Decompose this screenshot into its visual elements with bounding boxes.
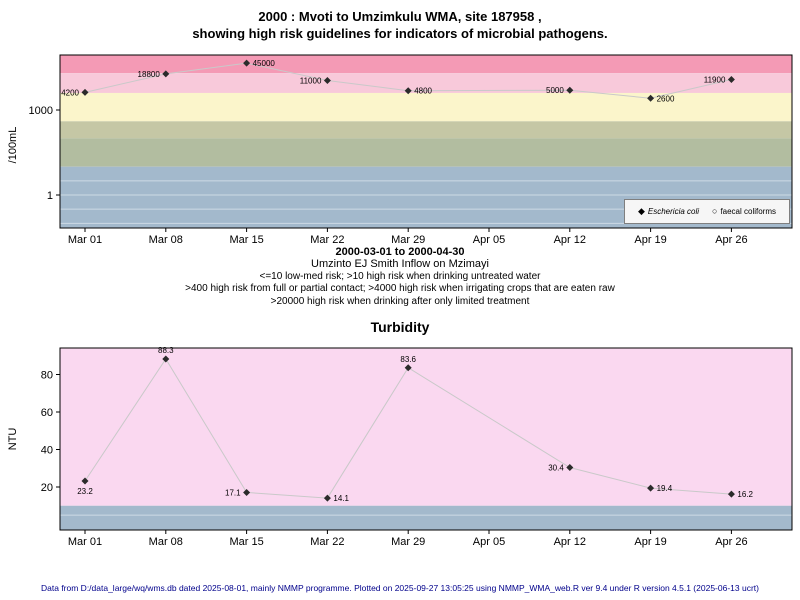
microbial-y-axis-label: /100mL xyxy=(7,126,19,164)
data-point-marker xyxy=(647,484,655,492)
footer-provenance-text: Data from D:/data_large/wq/wms.db dated … xyxy=(41,583,759,593)
svg-text:Mar 29: Mar 29 xyxy=(391,234,425,246)
data-point-marker xyxy=(243,59,251,67)
data-point-marker xyxy=(323,77,331,85)
data-point-label: 88.3 xyxy=(158,346,174,355)
svg-text:Mar 15: Mar 15 xyxy=(229,234,263,246)
caption-date-range: 2000-03-01 to 2000-04-30 xyxy=(335,246,465,258)
svg-text:Apr 05: Apr 05 xyxy=(473,234,505,246)
data-point-label: 4200 xyxy=(61,88,79,97)
data-point-marker xyxy=(323,494,331,502)
filled-diamond-icon: ◆ xyxy=(637,206,645,216)
svg-text:Apr 19: Apr 19 xyxy=(634,234,666,246)
data-point-label: 23.2 xyxy=(77,487,93,496)
microbial-title-line1: 2000 : Mvoti to Umzimkulu WMA, site 1879… xyxy=(258,9,542,24)
series-line xyxy=(84,62,732,99)
data-point-label: 16.2 xyxy=(737,490,753,499)
data-point-label: 11900 xyxy=(704,76,726,85)
data-point-marker xyxy=(81,477,89,485)
svg-text:Mar 22: Mar 22 xyxy=(310,234,344,246)
turbidity-plot-border xyxy=(59,347,793,531)
caption-guideline-2: >400 high risk from full or partial cont… xyxy=(185,283,615,295)
turbidity-series: 23.2 88.3 17.1 14.1 83.6 30.4 19.4 16.2 xyxy=(77,346,753,503)
svg-text:Apr 12: Apr 12 xyxy=(554,234,586,246)
svg-text:Mar 08: Mar 08 xyxy=(149,234,183,246)
data-point-label: 45000 xyxy=(253,59,276,68)
data-point-label: 2600 xyxy=(657,94,675,103)
data-point-label: 5000 xyxy=(546,86,564,95)
legend-item-ecoli: ◆ Eschericia coli xyxy=(637,206,700,217)
data-point-label: 19.4 xyxy=(657,484,673,493)
data-point-marker xyxy=(566,464,574,471)
turbidity-y-axis: 20 40 60 80 xyxy=(41,370,60,494)
data-point-marker xyxy=(404,87,412,95)
svg-text:Mar 08: Mar 08 xyxy=(149,536,183,548)
series-line xyxy=(84,358,732,499)
open-circle-icon: ○ xyxy=(712,206,718,216)
svg-text:Mar 22: Mar 22 xyxy=(310,536,344,548)
svg-text:Apr 19: Apr 19 xyxy=(634,536,666,548)
caption-guideline-1: <=10 low-med risk; >10 high risk when dr… xyxy=(259,270,541,282)
svg-text:Apr 05: Apr 05 xyxy=(473,536,505,548)
legend-label-faecal-coliforms: faecal coliforms xyxy=(720,207,777,216)
data-point-marker xyxy=(162,70,170,78)
microbial-series: 4200 18800 45000 11000 4800 5000 2600 11900 xyxy=(61,59,735,103)
svg-text:Apr 12: Apr 12 xyxy=(554,536,586,548)
svg-text:80: 80 xyxy=(41,370,53,382)
data-point-marker xyxy=(162,355,170,363)
caption-guideline-3: >20000 high risk when drinking after onl… xyxy=(270,295,530,307)
legend-box: ◆ Eschericia coli ○ faecal coliforms xyxy=(624,199,790,224)
turbidity-plot: Mar 01 Mar 08 Mar 15 Mar 22 Mar 29 Apr 05 Apr … xyxy=(41,346,793,548)
microbial-y-axis: 1000 1 xyxy=(29,105,60,202)
data-point-marker xyxy=(566,86,574,94)
data-point-marker xyxy=(727,490,735,498)
data-point-marker xyxy=(647,94,655,102)
turbidity-title: Turbidity xyxy=(370,319,430,335)
svg-text:Mar 01: Mar 01 xyxy=(68,536,102,548)
data-point-label: 14.1 xyxy=(333,494,349,503)
svg-text:20: 20 xyxy=(41,482,53,494)
legend-item-faecal-coliforms: ○ faecal coliforms xyxy=(712,206,777,217)
turbidity-x-axis: Mar 01 Mar 08 Mar 15 Mar 22 Mar 29 Apr 05 Apr … xyxy=(68,530,748,548)
caption-station: Umzinto EJ Smith Inflow on Mzimayi xyxy=(311,258,489,271)
data-point-marker xyxy=(81,88,89,96)
svg-text:1: 1 xyxy=(47,190,53,202)
data-point-marker xyxy=(727,76,735,84)
svg-text:Apr 26: Apr 26 xyxy=(715,234,747,246)
turbidity-risk-bands xyxy=(60,348,792,530)
data-point-label: 30.4 xyxy=(548,464,564,473)
turbidity-y-axis-label: NTU xyxy=(7,427,19,451)
svg-text:Mar 29: Mar 29 xyxy=(391,536,425,548)
data-point-marker xyxy=(243,488,251,496)
data-point-label: 11000 xyxy=(300,77,322,86)
data-point-label: 4800 xyxy=(414,87,432,96)
svg-text:Apr 26: Apr 26 xyxy=(715,536,747,548)
data-point-label: 83.6 xyxy=(400,355,416,364)
svg-text:40: 40 xyxy=(41,445,53,457)
microbial-plot-border xyxy=(59,54,793,229)
svg-text:60: 60 xyxy=(41,407,53,419)
svg-text:Mar 15: Mar 15 xyxy=(229,536,263,548)
legend-label-ecoli: Eschericia coli xyxy=(647,207,700,216)
data-point-label: 18800 xyxy=(138,70,161,79)
microbial-captions: 2000-03-01 to 2000-04-30 Umzinto EJ Smit… xyxy=(0,246,800,308)
microbial-title-line2: showing high risk guidelines for indicat… xyxy=(192,26,608,41)
data-point-marker xyxy=(404,364,412,372)
microbial-x-axis: Mar 01 Mar 08 Mar 15 Mar 22 Mar 29 Apr 05 Apr … xyxy=(68,228,748,246)
svg-text:Mar 01: Mar 01 xyxy=(68,234,102,246)
svg-text:1000: 1000 xyxy=(29,105,53,117)
data-point-label: 17.1 xyxy=(225,488,241,497)
